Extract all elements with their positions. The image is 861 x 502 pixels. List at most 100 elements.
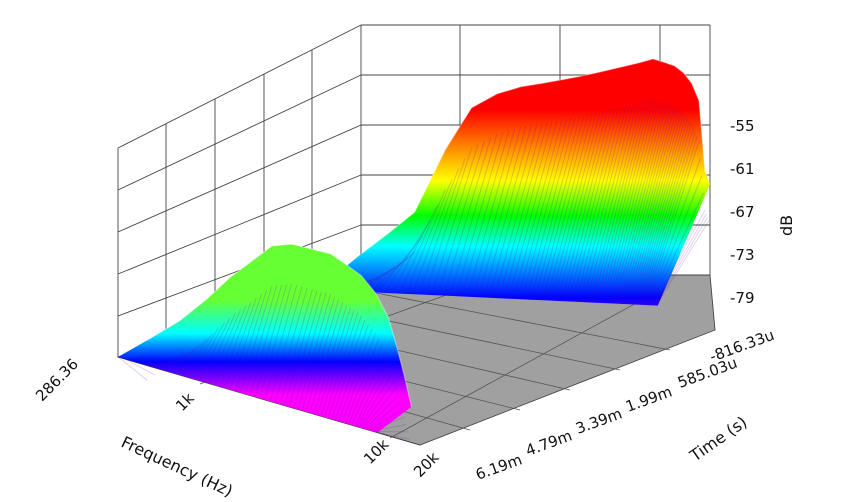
ridge-streak <box>358 372 394 428</box>
ridge-streak <box>198 317 231 381</box>
ridge-streak <box>366 401 402 430</box>
ridge-streak <box>542 113 593 301</box>
ridge-streak <box>133 361 164 371</box>
ridge-streak <box>612 102 665 304</box>
ridge-streak <box>643 131 696 306</box>
ridge-streak <box>125 358 156 376</box>
ridge-surface-back <box>317 58 710 306</box>
ridge-streak <box>578 104 631 303</box>
ridge-streak <box>150 360 180 367</box>
y-tick-label: 4.79m <box>523 426 574 459</box>
ridge-streak <box>249 284 283 396</box>
ridge-streak <box>627 109 680 305</box>
ridge-streak <box>384 220 431 294</box>
ridge-streak <box>254 284 288 398</box>
ridge-streak <box>595 100 648 303</box>
ridge-streak <box>633 115 687 305</box>
ridge-streak <box>309 302 344 414</box>
ridge-streak <box>568 107 619 302</box>
ridge-streak <box>560 109 612 302</box>
ridge-streak <box>391 204 439 294</box>
ridge-streak <box>589 102 642 303</box>
y-axis-title: Time (s) <box>686 412 751 465</box>
ridge-surface-front <box>118 244 412 433</box>
ridge-streak <box>472 126 522 298</box>
ridge-streak <box>351 350 386 426</box>
ridge-streak <box>498 122 548 299</box>
z-tick-label: -67 <box>730 203 755 221</box>
ridge-streak <box>219 301 252 387</box>
ridge-streak <box>575 105 627 302</box>
ridge-streak <box>368 409 403 431</box>
ridge-streak <box>181 333 213 376</box>
ridge-streak <box>331 319 366 420</box>
ridge-streak <box>405 178 453 295</box>
ridge-streak <box>234 289 268 392</box>
ridge-streak <box>503 121 553 299</box>
ridge-streak <box>652 210 706 306</box>
ridge-streak <box>646 140 700 306</box>
ridge-streak <box>604 99 657 304</box>
ridge-streak <box>117 356 148 381</box>
ridge-streak <box>617 104 671 304</box>
ridge-edge-back <box>360 58 711 255</box>
ridge-streak <box>635 117 689 305</box>
ridge-streak <box>517 118 567 300</box>
ridge-streak <box>488 124 538 298</box>
ridge-streak <box>317 307 351 416</box>
ridge-streak <box>443 137 492 296</box>
ridge-streak <box>549 111 601 301</box>
ridge-streak <box>521 117 572 300</box>
z-tick-label: -73 <box>730 246 755 264</box>
ridge-streak <box>629 110 682 305</box>
ridge-streak <box>557 110 608 302</box>
ridge-streak <box>449 133 498 297</box>
ridge-streak <box>305 299 340 412</box>
ridge-streak <box>649 175 703 306</box>
x-tick-label: 10k <box>360 435 393 468</box>
ridge-streak <box>259 283 292 399</box>
ridge-streak <box>288 291 322 408</box>
ridge-streak <box>592 101 645 303</box>
ridge-streak <box>624 107 678 305</box>
ridge-streak <box>534 115 585 301</box>
ridge-streak <box>376 236 423 293</box>
z-tick-label: -61 <box>730 160 755 178</box>
ridge-streak <box>639 123 693 305</box>
ridge-streak <box>493 123 543 299</box>
ridge-streak <box>656 220 710 306</box>
ridge-streak <box>538 114 589 301</box>
ridge-streak <box>641 127 694 306</box>
ridge-streak <box>264 285 298 400</box>
ridge-streak <box>224 297 257 389</box>
ridge-streak <box>341 332 377 423</box>
ridge-streak <box>601 98 654 304</box>
ridge-streak <box>654 217 708 306</box>
ridge-streak <box>370 416 405 432</box>
ridge-streak <box>598 99 651 304</box>
ridge-streak <box>637 120 691 305</box>
ridge-streak <box>214 305 247 386</box>
ridge-streak <box>338 328 373 422</box>
ridge-streak <box>461 130 510 297</box>
ridge-streak <box>553 110 605 301</box>
ridge-streak <box>564 108 616 302</box>
ridge-streak <box>187 328 219 378</box>
y-tick-label: 585.03u <box>675 354 739 392</box>
y-tick-label: 1.99m <box>623 382 674 415</box>
ridge-streak <box>648 158 701 306</box>
ridge-streak <box>455 131 504 297</box>
ridge-streak <box>162 349 194 371</box>
ridge-streak <box>362 386 398 429</box>
ridge-streak <box>320 310 355 417</box>
ridge-streak <box>466 128 516 297</box>
ridge-streak <box>650 192 704 306</box>
ridge-streak <box>653 213 707 306</box>
ridge-streak <box>477 125 527 298</box>
z-tick-label: -79 <box>730 289 755 307</box>
ridge-streak <box>644 136 698 306</box>
ridge-streak <box>364 394 400 430</box>
ridge-streak <box>244 285 278 395</box>
